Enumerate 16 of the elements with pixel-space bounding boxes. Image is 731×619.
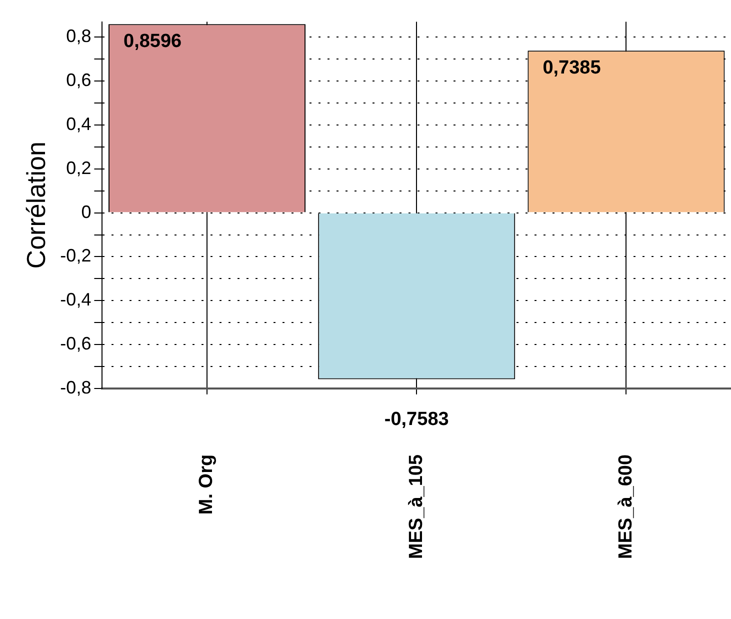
x-tick-label: M. Org [196,454,218,515]
x-tick-label: MES_à_600 [615,454,636,560]
data-label: -0,7583 [384,409,449,430]
y-tick-label: 0,2 [66,158,92,178]
y-tick-label: 0,6 [66,70,92,90]
y-axis-title: Corrélation [20,142,51,269]
y-tick-label: -0,4 [60,290,92,310]
y-tick-label: 0,8 [66,26,92,46]
y-tick-label: -0,8 [60,377,92,398]
y-tick-label: 0 [81,202,92,222]
y-tick-label: -0,2 [60,246,92,266]
data-label: 0,8596 [124,30,182,52]
y-tick-label: 0,4 [66,114,92,134]
x-tick-label: MES_à_105 [406,454,427,560]
y-tick-label: -0,6 [60,333,92,354]
data-label: 0,7385 [542,57,602,78]
